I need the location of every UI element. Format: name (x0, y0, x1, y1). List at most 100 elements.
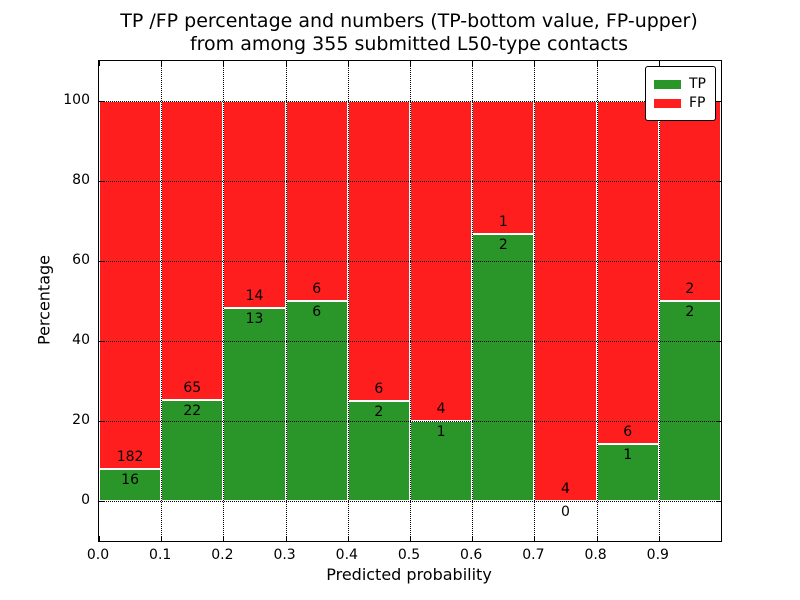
tp-legend-label: TP (689, 76, 706, 92)
y-tick-mark (99, 421, 104, 422)
bar-label-fp: 6 (312, 281, 322, 297)
fp-legend-swatch (654, 98, 681, 108)
y-tick-mark (716, 341, 721, 342)
gridline-vertical (410, 61, 411, 541)
x-tick-label: 0.4 (335, 547, 358, 563)
x-tick-label: 0.8 (584, 547, 607, 563)
y-tick-mark (716, 101, 721, 102)
y-tick-label: 20 (72, 412, 90, 428)
bar-label-tp: 22 (183, 402, 202, 419)
y-tick-label: 40 (72, 332, 90, 348)
x-tick-label: 0.0 (86, 547, 110, 563)
bar-segment-fp (99, 101, 162, 469)
x-tick-label: 0.3 (273, 547, 296, 563)
y-tick-label: 60 (72, 252, 90, 268)
y-tick-mark (716, 421, 721, 422)
bar-label-fp: 6 (623, 423, 633, 440)
x-tick-mark (223, 536, 225, 541)
y-tick-mark (99, 181, 104, 182)
bar-segment-tp (285, 301, 348, 501)
x-tick-mark (534, 536, 536, 541)
bar-label-fp: 2 (685, 281, 695, 297)
bar-segment-fp (472, 101, 535, 235)
chart-title-line1: TP /FP percentage and numbers (TP-bottom… (120, 10, 698, 32)
bar-label-tp: 2 (374, 404, 384, 420)
x-tick-mark (410, 61, 411, 66)
fp-legend-label: FP (689, 95, 706, 111)
bar-label-tp: 16 (121, 471, 139, 488)
x-tick-mark (285, 61, 287, 66)
x-tick-mark (347, 536, 349, 541)
x-tick-mark (223, 61, 225, 66)
bar-label-fp: 14 (245, 288, 264, 305)
y-tick-mark (716, 261, 721, 262)
y-tick-label: 100 (63, 92, 90, 108)
y-tick-mark (99, 261, 104, 262)
gridline-vertical (472, 61, 474, 541)
x-tick-label: 0.5 (397, 547, 421, 563)
bar-label-tp: 2 (685, 304, 695, 320)
x-tick-mark (658, 536, 660, 541)
x-tick-label: 0.2 (211, 547, 234, 563)
x-tick-label: 0.7 (522, 547, 545, 563)
gridline-vertical (161, 61, 163, 541)
x-tick-mark (161, 536, 163, 541)
bar-label-fp: 1 (498, 214, 508, 231)
bar-label-fp: 6 (374, 381, 384, 397)
x-tick-mark (534, 61, 536, 66)
bar-label-tp: 13 (245, 311, 264, 328)
gridline-vertical (658, 61, 660, 541)
bar-label-tp: 1 (436, 424, 446, 440)
legend: TP FP (645, 66, 716, 121)
y-tick-mark (716, 181, 721, 182)
chart-title: TP /FP percentage and numbers (TP-bottom… (98, 10, 720, 56)
x-tick-mark (347, 61, 349, 66)
gridline-vertical (596, 61, 598, 541)
x-axis-label: Predicted probability (326, 565, 492, 584)
x-tick-mark (596, 536, 598, 541)
x-tick-label: 0.6 (460, 547, 483, 563)
y-axis-label: Percentage (34, 255, 54, 346)
x-tick-label: 0.9 (646, 547, 669, 563)
gridline-vertical (347, 61, 349, 541)
gridline-vertical (223, 61, 225, 541)
bar-segment-tp (99, 468, 162, 501)
y-tick-label: 80 (72, 172, 90, 188)
bar-label-fp: 65 (183, 379, 202, 396)
x-tick-label: 0.1 (149, 547, 172, 563)
bar-segment-tp (472, 234, 535, 501)
bar-segment-tp (161, 399, 224, 501)
bar-segment-fp (658, 101, 721, 301)
bar-label-tp: 0 (561, 504, 570, 520)
bar-segment-fp (347, 101, 410, 401)
x-tick-mark (472, 61, 474, 66)
bar-segment-tp (658, 301, 721, 501)
bar-label-tp: 2 (498, 237, 508, 254)
bar-label-tp: 6 (312, 304, 322, 320)
legend-item-tp: TP (654, 76, 706, 92)
bar-segment-fp (534, 101, 597, 501)
bar-label-fp: 182 (116, 448, 144, 465)
gridline-vertical (285, 61, 287, 541)
x-tick-mark (99, 61, 100, 66)
plot-area: TP FP 182 16 65 22 14 13 6 6 6 2 4 1 1 2 4 0 6 1 2 2 (98, 60, 722, 542)
y-tick-label: 0 (81, 492, 90, 508)
bar-segment-fp (223, 101, 286, 309)
bar-label-fp: 4 (561, 481, 570, 497)
x-tick-mark (410, 536, 411, 541)
y-tick-mark (99, 101, 104, 102)
y-tick-mark (716, 501, 721, 502)
x-tick-mark (658, 61, 660, 66)
bar-segment-fp (596, 101, 659, 444)
x-tick-mark (161, 61, 163, 66)
chart-title-line2: from among 355 submitted L50-type contac… (189, 33, 629, 55)
x-tick-mark (472, 536, 474, 541)
gridline-vertical (534, 61, 536, 541)
x-tick-mark (596, 61, 598, 66)
x-tick-mark (99, 536, 100, 541)
legend-item-fp: FP (654, 95, 706, 111)
bar-label-tp: 1 (623, 446, 633, 463)
bar-segment-fp (285, 101, 348, 301)
tp-legend-swatch (654, 79, 681, 89)
